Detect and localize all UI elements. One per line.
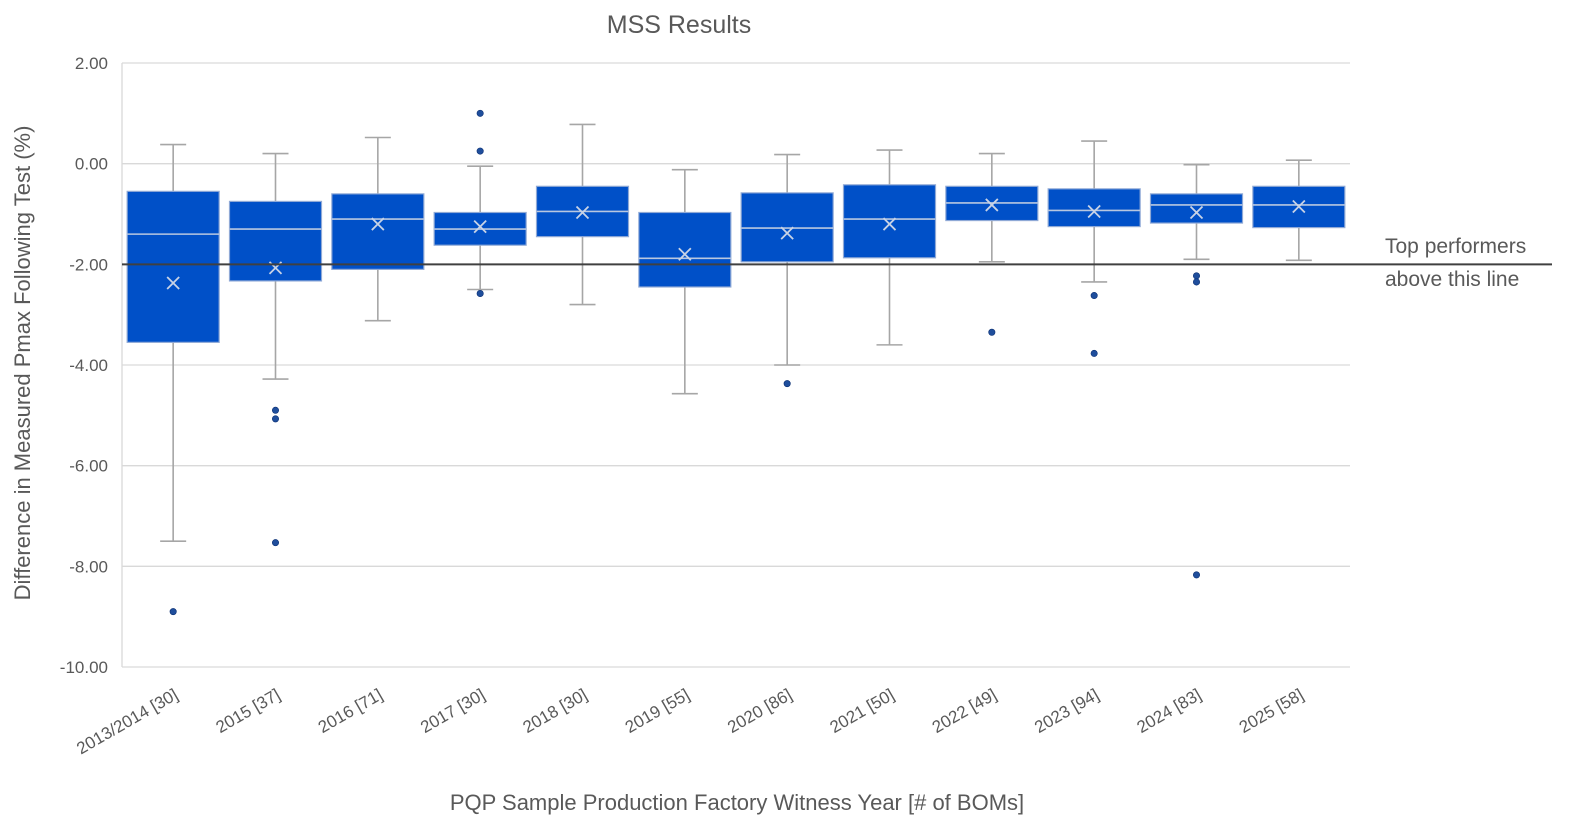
box-body: [1047, 188, 1141, 228]
box-group: [1047, 140, 1141, 357]
box-group: [228, 152, 323, 547]
outlier-point: [988, 328, 996, 336]
x-tick-label: 2023 [94]: [1031, 685, 1102, 737]
y-tick-label: -8.00: [69, 557, 108, 576]
outlier-point: [271, 406, 279, 414]
y-tick-label: 2.00: [75, 54, 108, 73]
y-tick-label: -2.00: [69, 255, 108, 274]
outlier-point: [169, 608, 177, 616]
y-tick-label: -6.00: [69, 457, 108, 476]
mean-marker: [1292, 199, 1306, 214]
outlier-point: [476, 147, 484, 155]
mean-marker: [575, 205, 590, 220]
x-tick-labels: 2013/2014 [30] 2015 [37] 2016 [71] 2017 [30…: [73, 685, 1306, 758]
mean-marker: [678, 247, 692, 261]
mean-marker: [882, 217, 897, 231]
mean-marker: [1087, 204, 1101, 219]
y-tick-label: -10.00: [60, 658, 108, 677]
box-group: [638, 168, 732, 395]
outlier-point: [1193, 571, 1201, 579]
x-tick-label: 2025 [58]: [1236, 685, 1307, 737]
box-group: [126, 143, 220, 616]
outlier-point: [1090, 292, 1098, 300]
x-tick-label: 2019 [55]: [622, 685, 693, 737]
outlier-point: [476, 290, 484, 298]
x-tick-label: 2018 [30]: [520, 685, 591, 737]
box-body: [1149, 193, 1244, 224]
x-tick-label: 2022 [49]: [929, 685, 1000, 737]
mean-marker: [985, 198, 999, 212]
x-tick-label: 2016 [71]: [315, 685, 386, 737]
mean-marker: [473, 219, 487, 234]
reference-line-group: Top performers above this line: [122, 235, 1552, 291]
box-group: [331, 136, 425, 322]
box-group: [1149, 163, 1244, 579]
box-group: [433, 109, 527, 298]
box-group: [945, 152, 1039, 336]
x-axis-title: PQP Sample Production Factory Witness Ye…: [450, 790, 1024, 815]
x-tick-label: 2017 [30]: [417, 685, 488, 737]
y-tick-label: -4.00: [69, 356, 108, 375]
y-tick-labels: 2.00 0.00 -2.00 -4.00 -6.00 -8.00 -10.00: [60, 54, 108, 677]
x-tick-label: 2013/2014 [30]: [73, 685, 181, 758]
box-body: [126, 190, 220, 343]
outlier-point: [271, 539, 279, 547]
box-plot-series: [126, 109, 1346, 616]
box-body: [331, 193, 425, 270]
mean-marker: [371, 217, 385, 231]
box-group: [740, 153, 834, 388]
y-tick-label: 0.00: [75, 155, 108, 174]
x-tick-label: 2024 [83]: [1134, 685, 1205, 737]
outlier-point: [271, 415, 279, 423]
box-body: [638, 211, 732, 288]
y-axis-title: Difference in Measured Pmax Following Te…: [10, 126, 35, 601]
grid-lines: [121, 62, 1350, 668]
x-tick-label: 2021 [50]: [827, 685, 898, 737]
box-body: [842, 184, 937, 259]
outlier-point: [1090, 349, 1098, 357]
x-tick-label: 2020 [86]: [724, 685, 795, 737]
mean-marker: [166, 276, 180, 290]
chart-title: MSS Results: [607, 11, 751, 39]
box-group: [1252, 159, 1346, 262]
mean-marker: [1189, 205, 1204, 220]
outlier-point: [783, 380, 791, 388]
reference-line-label: above this line: [1385, 268, 1519, 291]
reference-line-label: Top performers: [1385, 235, 1526, 258]
outlier-point: [1193, 272, 1201, 280]
outlier-point: [476, 109, 484, 117]
box-group: [842, 149, 937, 346]
mean-marker: [780, 226, 794, 240]
box-group: [535, 123, 630, 306]
outlier-point: [1193, 278, 1201, 286]
x-tick-label: 2015 [37]: [213, 685, 284, 737]
